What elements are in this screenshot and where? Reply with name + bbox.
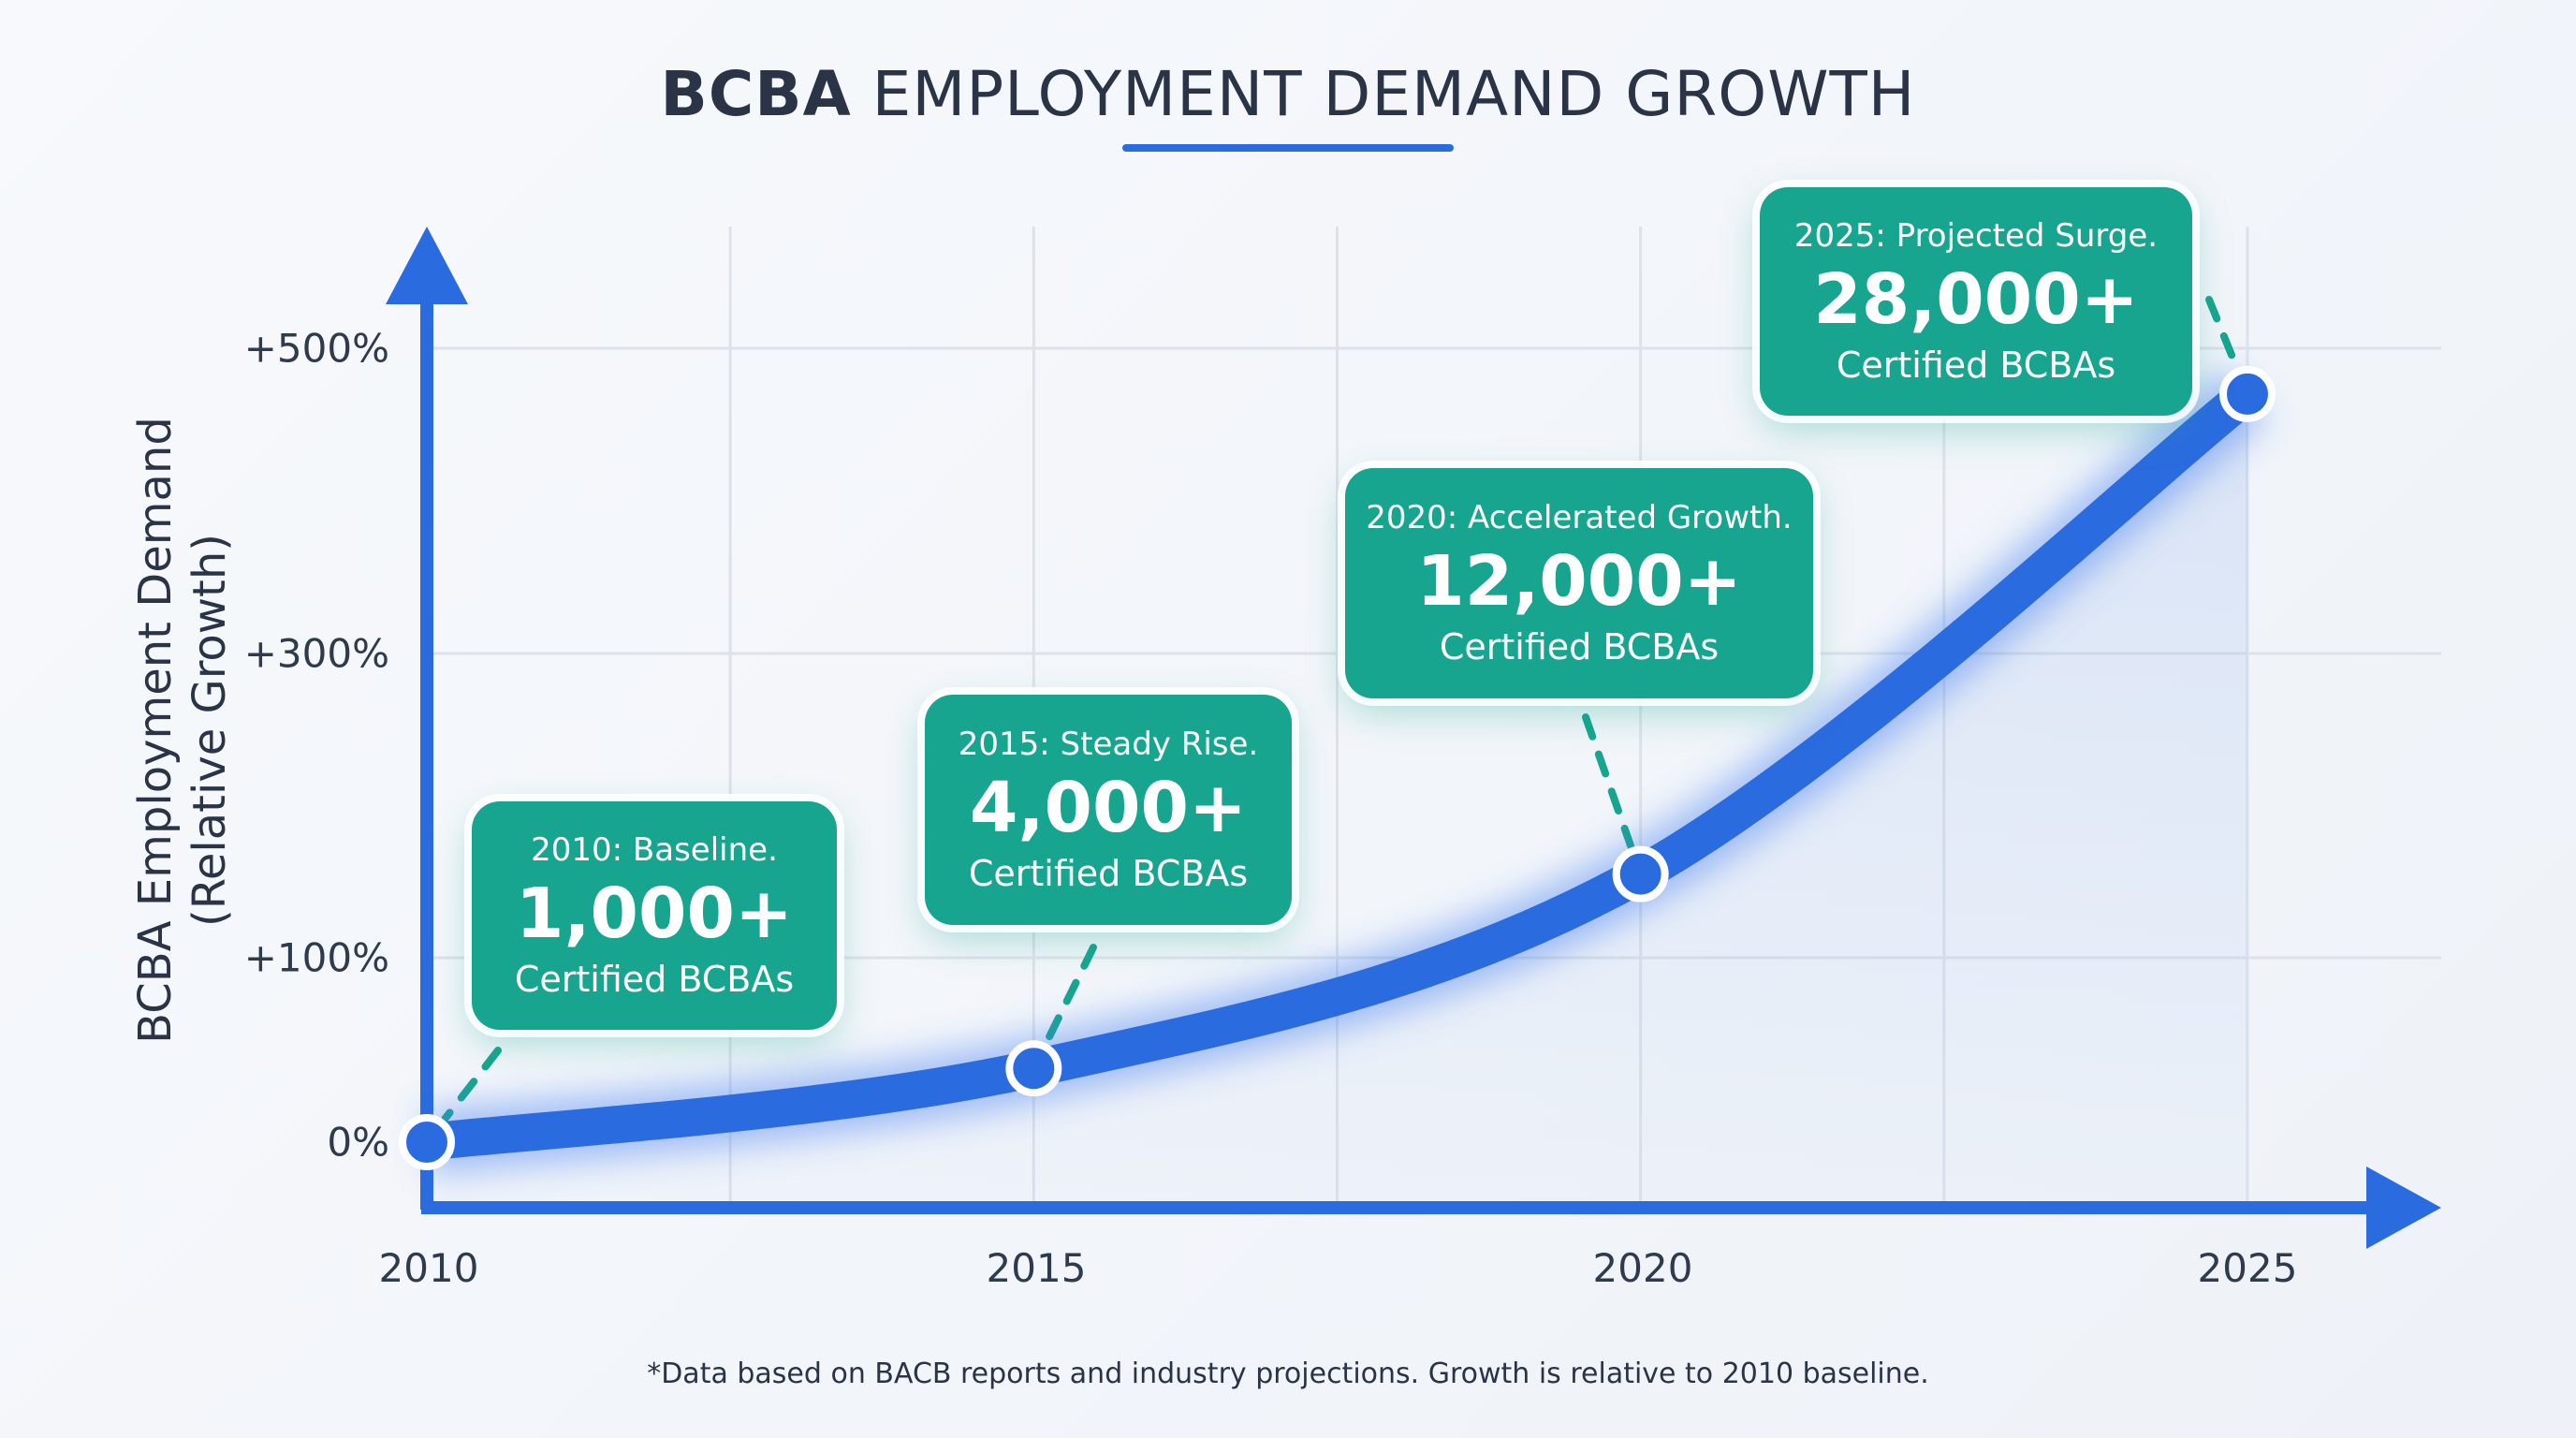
- callout-sub: Certified BCBAs: [514, 959, 795, 1000]
- callout-value: 1,000+: [515, 873, 794, 954]
- y-axis-arrow-icon: [386, 227, 468, 304]
- title-bold: BCBA: [660, 58, 852, 130]
- callout-connector: [1582, 713, 1635, 850]
- y-axis-label-line2: (Relative Growth): [183, 533, 236, 928]
- x-axis-arrow-icon: [2366, 1167, 2441, 1249]
- data-point: [399, 1114, 455, 1170]
- callout-connector: [441, 1047, 502, 1123]
- callout-2015: 2015: Steady Rise. 4,000+ Certified BCBA…: [925, 695, 1292, 925]
- callout-2025: 2025: Projected Surge. 28,000+ Certified…: [1760, 187, 2192, 416]
- x-tick-label: 2025: [2197, 1245, 2298, 1291]
- y-tick-label: +500%: [243, 325, 389, 372]
- callout-2020: 2020: Accelerated Growth. 12,000+ Certif…: [1345, 468, 1813, 698]
- series-line: [408, 374, 2266, 1161]
- y-tick-label: 0%: [327, 1119, 389, 1166]
- callout-connector: [2205, 296, 2240, 371]
- callout-sub: Certified BCBAs: [1439, 626, 1720, 668]
- x-tick-label: 2020: [1592, 1245, 1693, 1291]
- data-point: [1005, 1040, 1062, 1097]
- data-point: [1612, 845, 1669, 902]
- axes: [386, 227, 2441, 1249]
- data-points: [399, 365, 2276, 1170]
- callout-label: 2015: Steady Rise.: [958, 726, 1259, 763]
- callout-value: 28,000+: [1813, 259, 2139, 340]
- callout-2010: 2010: Baseline. 1,000+ Certified BCBAs: [472, 801, 837, 1030]
- y-tick-label: +100%: [243, 934, 389, 981]
- callout-connector: [1043, 944, 1097, 1046]
- area-fill: [427, 393, 2247, 1208]
- y-axis-label-line1: BCBA Employment Demand: [129, 417, 182, 1044]
- callout-label: 2025: Projected Surge.: [1793, 217, 2159, 255]
- y-tick-label: +300%: [243, 630, 389, 677]
- callout-label: 2020: Accelerated Growth.: [1366, 499, 1793, 536]
- y-axis-label: BCBA Employment Demand (Relative Growth): [128, 417, 237, 1044]
- data-point: [2219, 365, 2276, 422]
- callout-connectors: [441, 296, 2240, 1123]
- footnote: *Data based on BACB reports and industry…: [647, 1357, 1929, 1390]
- chart-title: BCBA EMPLOYMENT DEMAND GROWTH: [0, 58, 2576, 130]
- callout-value: 4,000+: [969, 768, 1248, 848]
- x-tick-label: 2010: [378, 1245, 479, 1291]
- x-tick-label: 2015: [986, 1245, 1087, 1291]
- callout-sub: Certified BCBAs: [968, 853, 1249, 894]
- title-underline: [1122, 144, 1454, 152]
- callout-label: 2010: Baseline.: [531, 831, 778, 869]
- callout-sub: Certified BCBAs: [1836, 345, 2116, 386]
- title-rest: EMPLOYMENT DEMAND GROWTH: [851, 58, 1916, 130]
- callout-value: 12,000+: [1416, 541, 1742, 622]
